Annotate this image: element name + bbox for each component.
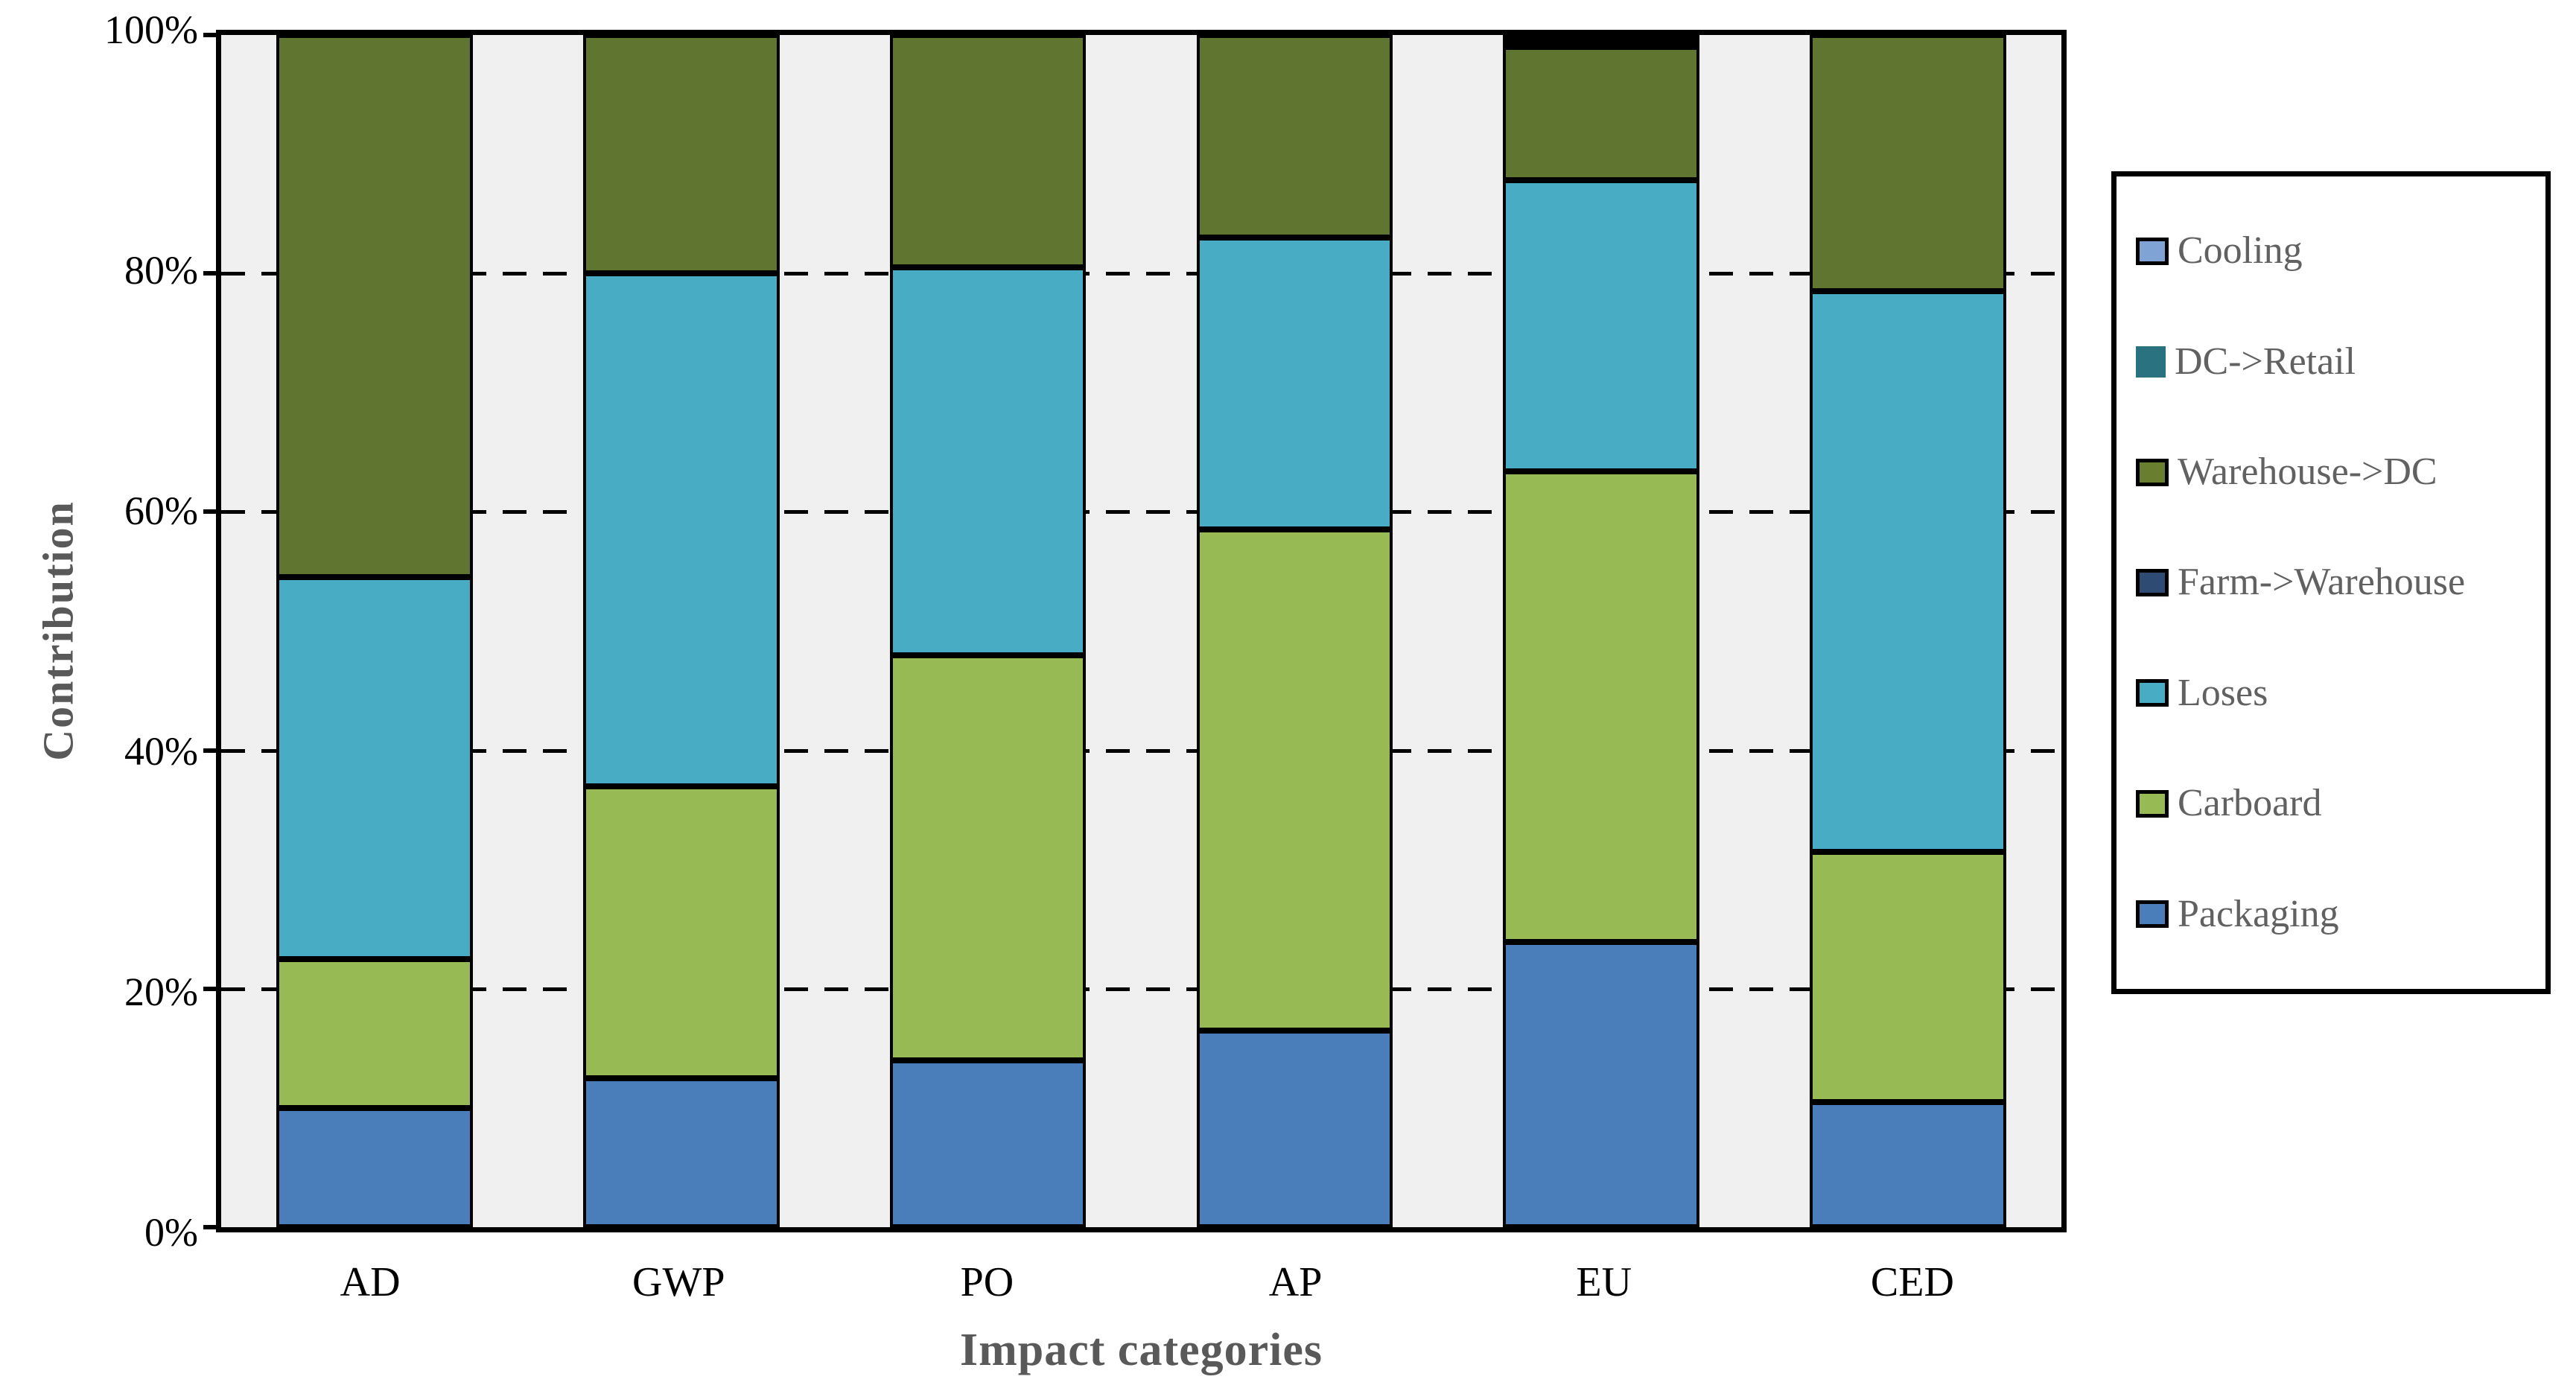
x-category-label-ap: AP — [1268, 1259, 1323, 1305]
plot-area — [203, 30, 2067, 1232]
bar-segment-dc-retail — [1503, 41, 1699, 47]
bar-segment-loses — [582, 273, 780, 786]
bar-segment-cooling — [1503, 35, 1699, 41]
bar-segment-loses — [1196, 238, 1393, 530]
y-tick-mark-80 — [203, 271, 221, 276]
bar-segment-packaging — [582, 1078, 780, 1227]
y-tick-mark-100 — [203, 33, 221, 37]
legend-swatch-icon — [2136, 458, 2169, 486]
x-category-label-gwp: GWP — [632, 1259, 725, 1305]
bar-segment-carboard — [1503, 471, 1699, 942]
bar-ap — [1196, 35, 1393, 1227]
bar-ad — [276, 35, 473, 1227]
bar-slot-ced — [1755, 35, 2061, 1227]
legend-item-dc-retail: DC->Retail — [2136, 340, 2538, 383]
legend-label: Packaging — [2178, 892, 2339, 935]
y-tick-label-20: 20% — [124, 970, 198, 1014]
legend-label: Farm->Warehouse — [2178, 561, 2466, 604]
y-tick-label-0: 0% — [144, 1210, 198, 1255]
bar-segment-warehouse-dc — [1196, 35, 1393, 238]
x-category-label-ced: CED — [1870, 1259, 1954, 1305]
bar-segment-packaging — [1810, 1101, 2006, 1227]
bar-slot-po — [835, 35, 1142, 1227]
bar-segment-carboard — [1810, 851, 2006, 1102]
bar-segment-packaging — [889, 1060, 1087, 1227]
bar-ced — [1810, 35, 2006, 1227]
y-tick-mark-60 — [203, 509, 221, 515]
legend-swatch-icon — [2136, 568, 2169, 596]
legend-label: Loses — [2178, 671, 2268, 714]
y-axis-title: Contribution — [34, 500, 83, 761]
bar-segment-carboard — [1196, 529, 1393, 1031]
x-category-label-po: PO — [960, 1259, 1014, 1305]
bar-gwp — [582, 35, 780, 1227]
bar-segment-warehouse-dc — [1810, 35, 2006, 292]
legend-label: Warehouse->DC — [2178, 451, 2437, 494]
bar-segment-warehouse-dc — [1503, 47, 1699, 180]
legend-swatch-icon — [2136, 789, 2169, 818]
legend-label: DC->Retail — [2175, 340, 2356, 383]
y-tick-mark-40 — [203, 748, 221, 753]
bar-eu — [1503, 35, 1699, 1227]
legend: Cooling DC->Retail Warehouse->DC Farm->Ware… — [2111, 171, 2551, 994]
bar-segment-warehouse-dc — [276, 35, 473, 578]
bar-segment-loses — [1503, 179, 1699, 472]
bar-slot-eu — [1448, 35, 1755, 1227]
bar-slot-ap — [1141, 35, 1448, 1227]
legend-item-packaging: Packaging — [2136, 892, 2538, 935]
y-tick-mark-0 — [203, 1225, 221, 1229]
y-tick-mark-20 — [203, 986, 221, 991]
legend-swatch-icon — [2136, 237, 2169, 265]
bar-segment-packaging — [276, 1107, 473, 1227]
y-tick-label-40: 40% — [124, 729, 198, 774]
legend-label: Carboard — [2178, 782, 2322, 825]
gridline-40 — [221, 748, 2061, 753]
bar-segment-packaging — [1196, 1030, 1393, 1227]
x-axis-title: Impact categories — [960, 1325, 1323, 1375]
bar-segment-warehouse-dc — [582, 35, 780, 274]
legend-item-loses: Loses — [2136, 671, 2538, 714]
bar-segment-warehouse-dc — [889, 35, 1087, 268]
legend-item-warehouse-dc: Warehouse->DC — [2136, 453, 2538, 491]
bar-segment-loses — [889, 267, 1087, 655]
x-category-label-eu: EU — [1576, 1259, 1632, 1305]
x-category-label-ad: AD — [340, 1259, 401, 1305]
legend-item-farm-warehouse: Farm->Warehouse — [2136, 563, 2538, 602]
gridline-20 — [221, 987, 2061, 991]
legend-label: Cooling — [2178, 229, 2303, 273]
bar-slot-ad — [221, 35, 528, 1227]
gridline-60 — [221, 510, 2061, 515]
legend-swatch-icon — [2136, 346, 2166, 378]
y-tick-label-100: 100% — [104, 7, 198, 52]
legend-item-cooling: Cooling — [2136, 232, 2538, 270]
bar-slot-gwp — [528, 35, 835, 1227]
bars-container — [221, 35, 2061, 1227]
legend-item-carboard: Carboard — [2136, 784, 2538, 823]
bar-segment-loses — [276, 577, 473, 959]
bar-segment-carboard — [582, 786, 780, 1078]
gridline-80 — [221, 272, 2061, 276]
bar-segment-carboard — [889, 655, 1087, 1060]
bar-po — [889, 35, 1087, 1227]
y-tick-label-60: 60% — [124, 488, 198, 533]
legend-swatch-icon — [2136, 679, 2169, 707]
legend-swatch-icon — [2136, 900, 2169, 929]
y-tick-label-80: 80% — [124, 248, 198, 293]
bar-segment-carboard — [276, 958, 473, 1108]
bar-segment-packaging — [1503, 941, 1699, 1227]
bar-segment-loses — [1810, 291, 2006, 852]
